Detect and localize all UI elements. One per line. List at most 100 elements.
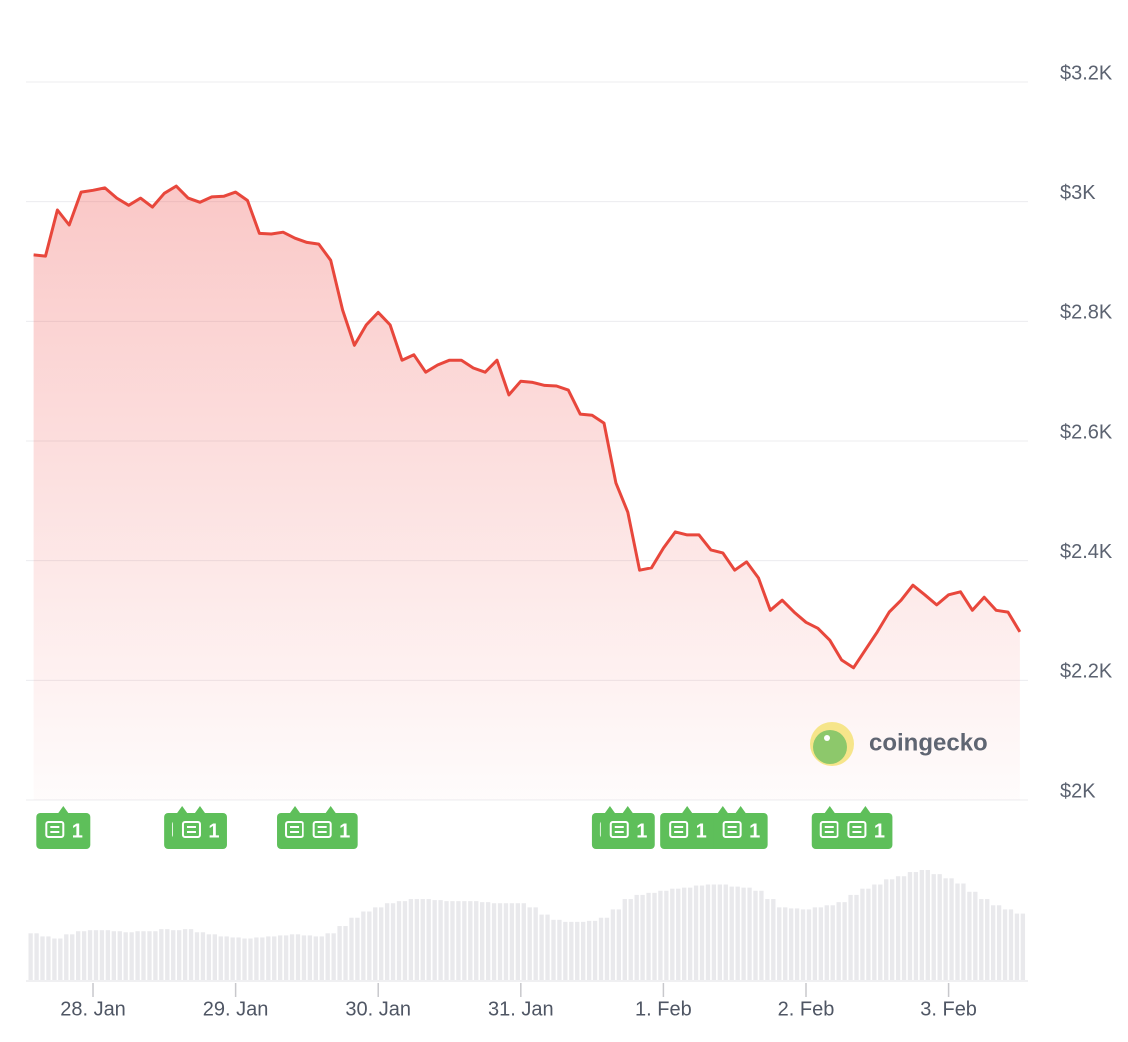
news-count: 1 (749, 820, 760, 842)
volume-bar (319, 936, 324, 980)
volume-bar (569, 921, 574, 980)
news-icon (181, 821, 201, 838)
volume-bar (586, 920, 592, 980)
news-icon (819, 821, 839, 838)
volume-bar (491, 903, 497, 980)
news-count: 1 (696, 820, 707, 842)
volume-bar (224, 936, 229, 980)
news-icon (312, 821, 332, 838)
volume-bar (171, 930, 176, 980)
volume-bar (800, 909, 806, 980)
y-tick-label: $2.4K (1060, 541, 1113, 563)
volume-bar (28, 933, 33, 980)
news-marker[interactable]: 1 (303, 806, 358, 849)
news-marker-pointer (622, 806, 633, 813)
volume-bar (438, 900, 443, 980)
volume-bar (788, 908, 794, 980)
volume-bar (889, 879, 895, 980)
volume-bar (1020, 913, 1026, 980)
volume-bar (878, 884, 883, 980)
news-marker[interactable]: 1 (600, 806, 655, 849)
volume-bar (682, 887, 687, 980)
volume-bar (272, 936, 277, 980)
volume-bar (818, 907, 824, 980)
volume-bar (165, 929, 170, 980)
volume-bar (343, 926, 348, 980)
watermark: coingecko (869, 729, 988, 756)
plot (33, 184, 1022, 801)
news-icon (45, 821, 65, 838)
volume-bar (581, 921, 586, 980)
volume-bar (408, 899, 414, 980)
volume-bar (521, 903, 526, 980)
volume-bar (777, 907, 782, 980)
volume-bar (1008, 909, 1014, 980)
volume-bar (931, 874, 936, 980)
volume-bar (598, 917, 604, 980)
volume-bar (711, 884, 717, 980)
volume-bar (129, 932, 134, 980)
volume-bar (218, 936, 223, 980)
volume-bar (420, 899, 425, 980)
volume-bar (58, 938, 63, 980)
volume-bar (81, 931, 87, 980)
volume-bar (396, 901, 402, 980)
news-marker-pointer (58, 806, 69, 813)
volume-bar (462, 901, 467, 980)
logo: coingecko (810, 722, 988, 766)
news-marker[interactable]: 1 (36, 806, 91, 849)
volume-bar (658, 890, 663, 980)
news-icon (722, 821, 742, 838)
x-tick-label: 28. Jan (60, 998, 126, 1020)
volume-bar (34, 933, 39, 980)
y-tick-label: $2.2K (1060, 661, 1113, 683)
volume-bar (248, 938, 253, 980)
volume-bar (87, 930, 93, 980)
volume-bar (551, 919, 556, 980)
volume-bar (206, 934, 212, 980)
volume-bar (485, 902, 491, 980)
volume-bar (355, 917, 360, 980)
volume-bar (456, 901, 461, 980)
news-marker[interactable]: 1 (838, 806, 893, 849)
volume-bar (955, 883, 960, 980)
x-axis: 28. Jan 29. Jan 30. Jan 31. Jan 1. Feb 2. Feb… (60, 983, 977, 1020)
volume-bar (973, 891, 978, 980)
news-count: 1 (636, 820, 647, 842)
volume-bar (497, 903, 503, 980)
volume-bar (64, 934, 69, 980)
news-marker-pointer (290, 806, 301, 813)
news-marker-pointer (735, 806, 746, 813)
volume-bar (664, 890, 669, 980)
x-tick-label: 29. Jan (203, 998, 269, 1020)
volume-bar (884, 879, 889, 980)
volume-bar (105, 930, 111, 980)
news-marker[interactable]: 1 (660, 806, 715, 849)
news-marker-pointer (325, 806, 336, 813)
x-tick-label: 1. Feb (635, 998, 692, 1020)
volume-bar (735, 886, 740, 980)
volume-bar (634, 894, 639, 980)
volume-bar (349, 917, 354, 980)
volume-bar (699, 885, 705, 980)
volume-bar (967, 891, 972, 980)
news-marker[interactable]: 1 (172, 806, 227, 849)
volume-bar (117, 931, 122, 980)
volume-bar (979, 899, 984, 980)
volume-bar (996, 905, 1002, 980)
x-tick-label: 3. Feb (920, 998, 977, 1020)
volume-bar (652, 892, 657, 980)
volume-bar (628, 899, 633, 980)
volume-bar (40, 936, 45, 980)
volume-bar (93, 930, 99, 980)
volume-bar (509, 903, 515, 980)
volume-bar (260, 937, 265, 980)
volume-bar (182, 929, 188, 980)
x-tick-label: 2. Feb (778, 998, 835, 1020)
volume-bar (771, 899, 776, 980)
news-marker[interactable]: 1 (713, 806, 768, 849)
volume-bar (842, 902, 847, 980)
volume-bar (705, 884, 711, 980)
